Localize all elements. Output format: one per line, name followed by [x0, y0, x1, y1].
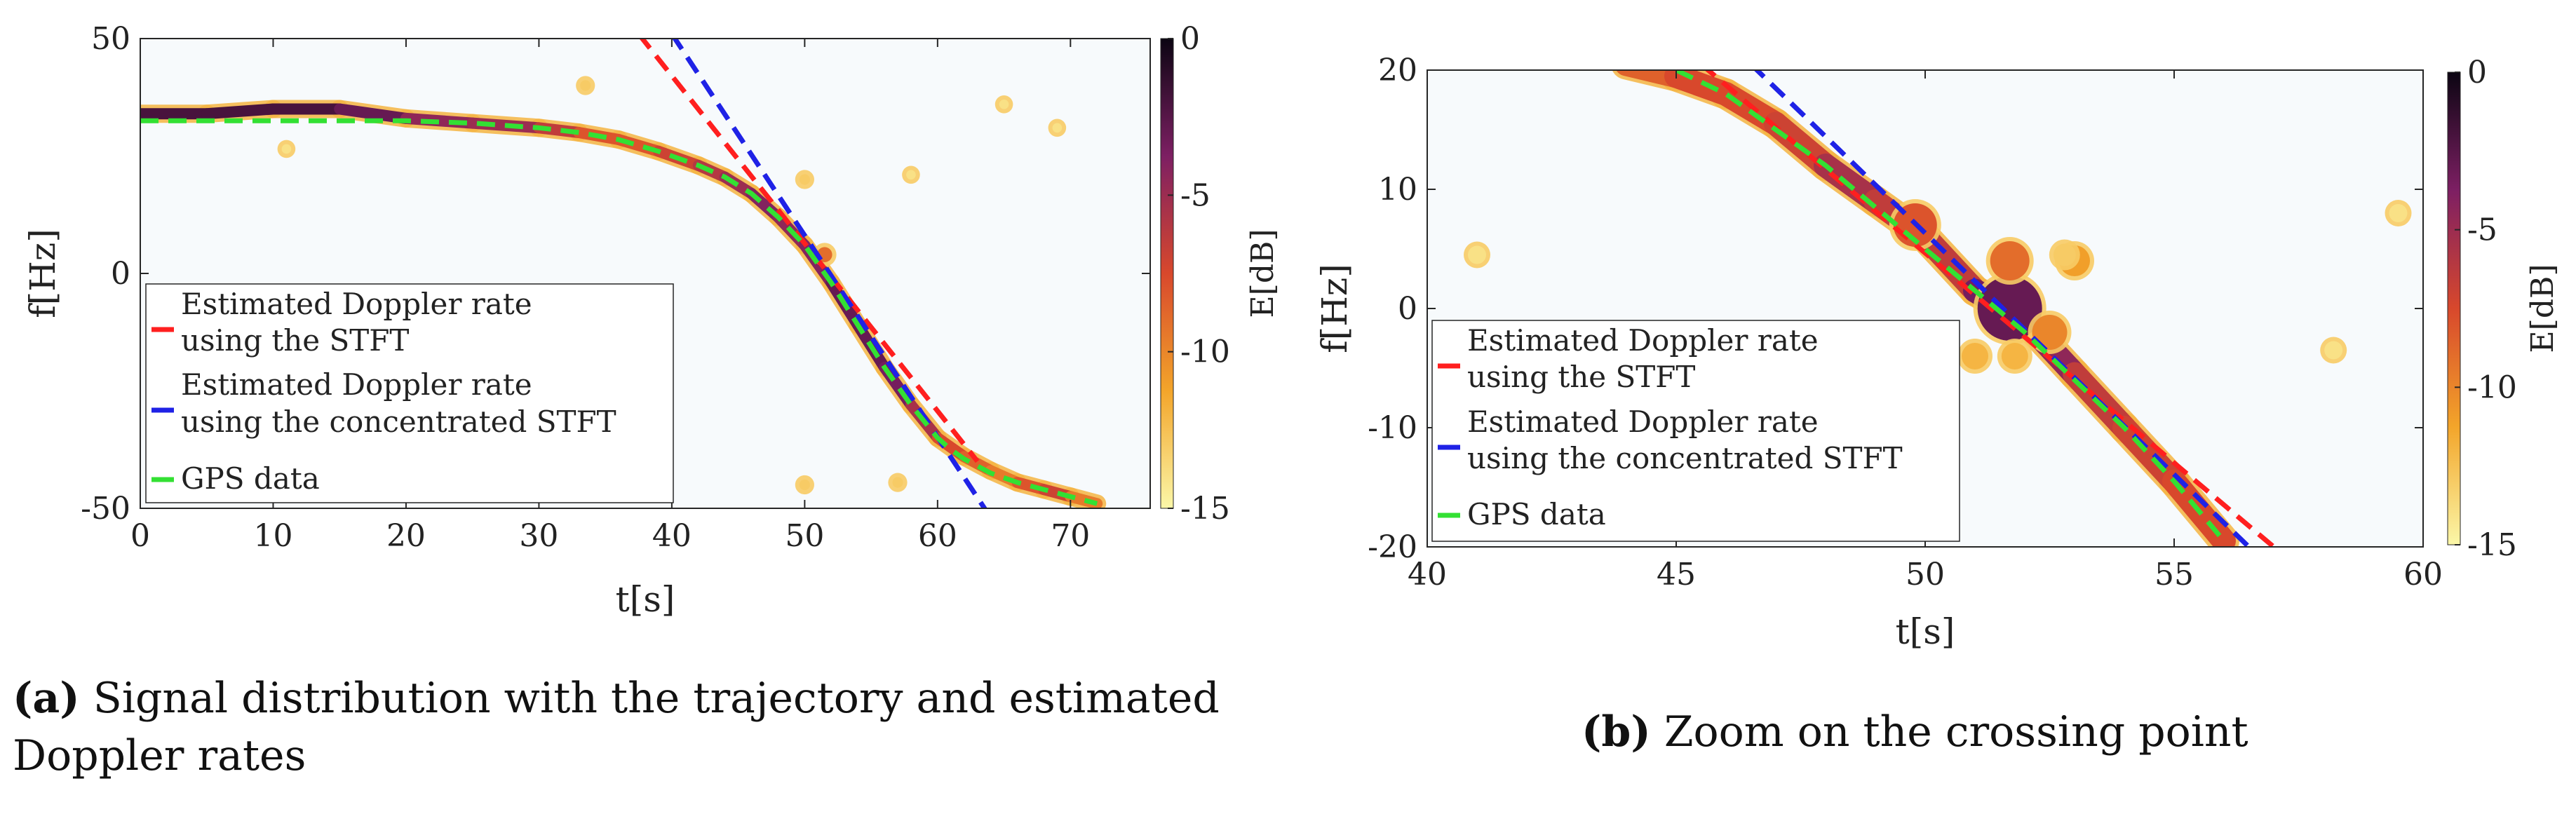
colorbar-tick-label: -10: [1180, 334, 1230, 370]
colorbar-tick-label: -5: [2467, 212, 2497, 248]
colorbar-tick-label: 0: [2467, 55, 2487, 90]
caption-a: (a) Signal distribution with the traject…: [13, 670, 1317, 785]
caption-a-text-line2: Doppler rates: [13, 731, 306, 780]
legend-label-stft-b-line1: Estimated Doppler rate: [1467, 323, 1819, 358]
series-line-gps: [1675, 70, 2226, 543]
x-ticks-a: 0 10 20 30 40 50 60 70: [130, 39, 1090, 554]
legend-label-concentrated-b-line1: Estimated Doppler rate: [1467, 405, 1819, 439]
legend-label-concentrated-b-line2: using the concentrated STFT: [1467, 441, 1903, 475]
panel-b: 40 45 50 55 60 20 10 0 -10 -20 t[s] f[Hz] Estima…: [1314, 53, 2561, 652]
x-tick-label: 40: [1408, 557, 1447, 592]
legend-b: Estimated Doppler rate using the STFT Es…: [1431, 320, 1960, 542]
x-axis-label-a: t[s]: [616, 579, 675, 620]
x-tick-label: 30: [519, 518, 558, 554]
colorbar-tick-label: -10: [2467, 369, 2517, 405]
x-tick-label: 60: [2403, 557, 2443, 592]
colorbar-strip-b: [2447, 72, 2461, 545]
series-layer-a: [140, 39, 1098, 508]
colorbar-tick-label: -15: [1180, 491, 1230, 527]
legend-label-concentrated-a-line1: Estimated Doppler rate: [181, 367, 532, 402]
legend-label-concentrated-a-line2: using the concentrated STFT: [181, 405, 616, 439]
series-layer-b: [1675, 70, 2276, 547]
y-axis-label-a: f[Hz]: [22, 229, 63, 318]
y-tick-label: 0: [111, 256, 130, 292]
caption-b-label: (b): [1582, 707, 1651, 757]
energy-blob: [999, 100, 1009, 109]
y-ticks-b: 20 10 0 -10 -20: [1368, 53, 2423, 565]
y-tick-label: 10: [1378, 172, 1417, 208]
energy-blob: [2053, 243, 2076, 266]
x-tick-label: 70: [1051, 518, 1090, 554]
legend-label-stft-a-line2: using the STFT: [181, 323, 409, 358]
x-ticks-b: 40 45 50 55 60: [1408, 70, 2443, 592]
energy-blob: [580, 80, 591, 91]
colorbar-label-b: E[dB]: [2525, 264, 2561, 353]
x-tick-label: 45: [1657, 557, 1696, 592]
energy-blob: [2001, 343, 2028, 369]
energy-blob: [2389, 204, 2408, 222]
y-tick-label: -10: [1368, 410, 1417, 446]
caption-b: (b) Zoom on the crossing point: [1582, 703, 2493, 761]
energy-blob: [1468, 245, 1486, 264]
series-line-gps: [140, 118, 1098, 506]
y-tick-label: 20: [1378, 53, 1417, 88]
x-tick-label: 60: [918, 518, 957, 554]
caption-a-label: (a): [13, 674, 80, 723]
legend-box-b: [1431, 320, 1960, 542]
energy-ridge-segment: [1913, 225, 1987, 303]
series-line-concentrated: [1753, 70, 2251, 547]
legend-label-gps-a: GPS data: [181, 461, 320, 496]
energy-blob: [1990, 241, 2030, 280]
legend-label-stft-a-line1: Estimated Doppler rate: [181, 287, 532, 321]
y-tick-label: 50: [91, 21, 130, 57]
colorbar-tick-label: 0: [1180, 21, 1200, 57]
x-tick-label: 0: [130, 518, 150, 554]
energy-blob: [799, 479, 810, 491]
energy-blob: [281, 144, 292, 154]
x-tick-label: 20: [386, 518, 426, 554]
colorbar-tick-label: -5: [1180, 177, 1211, 213]
energy-blob: [906, 170, 916, 180]
energy-blob: [2324, 341, 2343, 360]
energy-blob: [892, 477, 903, 488]
energy-ridge-segment: [334, 103, 412, 124]
energy-blob: [1962, 343, 1988, 369]
x-axis-label-b: t[s]: [1896, 611, 1955, 652]
colorbar-strip-a: [1160, 38, 1174, 509]
legend-label-gps-b: GPS data: [1467, 497, 1606, 531]
x-tick-label: 55: [2154, 557, 2194, 592]
legend-a: Estimated Doppler rate using the STFT Es…: [145, 283, 674, 503]
x-tick-label: 10: [253, 518, 292, 554]
colorbar-ticks-a: 0 -5 -10 -15: [1168, 21, 1230, 527]
colorbar-a: 0 -5 -10 -15 E[dB]: [1160, 21, 1281, 527]
legend-box-a: [145, 283, 674, 503]
colorbar-tick-label: -15: [2467, 527, 2517, 563]
colorbar-ticks-b: 0 -5 -10 -15: [2455, 55, 2517, 563]
energy-blob: [799, 174, 810, 185]
colorbar-b: 0 -5 -10 -15 E[dB]: [2447, 55, 2561, 563]
series-line-stft: [639, 39, 980, 463]
y-axis-label-b: f[Hz]: [1314, 264, 1355, 353]
y-ticks-a: 50 0 -50: [81, 21, 1150, 527]
x-tick-label: 40: [652, 518, 692, 554]
y-tick-label: -20: [1368, 529, 1417, 565]
legend-label-stft-b-line2: using the STFT: [1467, 360, 1695, 394]
energy-blob: [2032, 315, 2068, 350]
colorbar-label-a: E[dB]: [1245, 229, 1281, 318]
energy-ridge-segment: [201, 103, 279, 120]
y-tick-label: 0: [1398, 291, 1417, 327]
x-tick-label: 50: [785, 518, 824, 554]
caption-a-text-line1: Signal distribution with the trajectory …: [93, 674, 1220, 723]
x-tick-label: 50: [1906, 557, 1945, 592]
y-tick-label: -50: [81, 491, 130, 527]
energy-blob: [1052, 123, 1063, 133]
energy-blob: [1977, 276, 2042, 341]
caption-b-text: Zoom on the crossing point: [1664, 707, 2248, 757]
panel-a: 0 10 20 30 40 50 60 70 500-50 t[s] f[Hz] Estima…: [22, 21, 1281, 620]
